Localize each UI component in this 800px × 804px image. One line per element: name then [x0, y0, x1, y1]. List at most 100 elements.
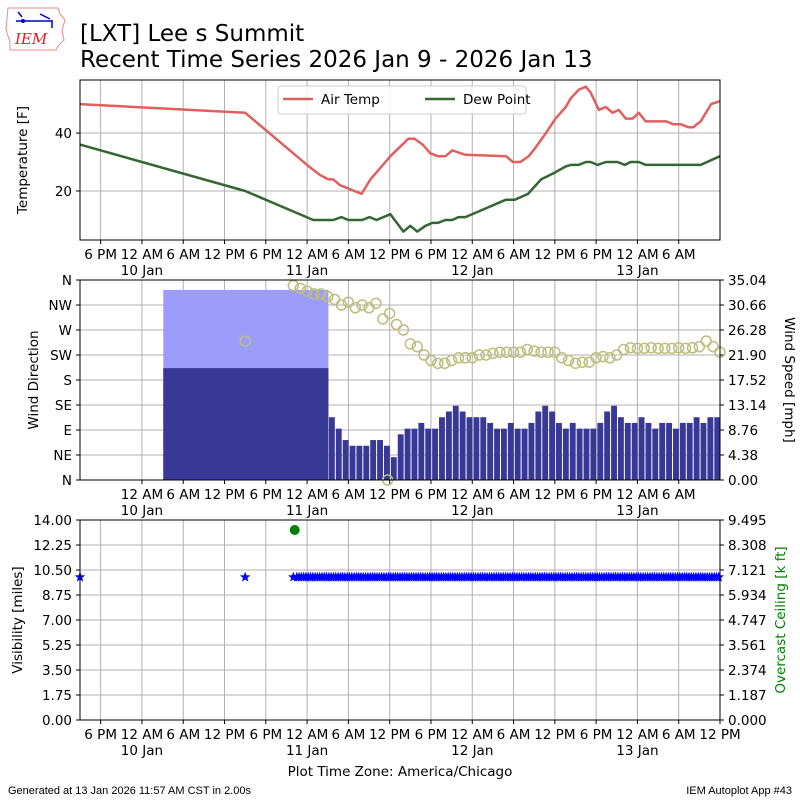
x-tick-label: 12 AM: [286, 487, 328, 503]
x-tick-label: 6 AM: [497, 727, 531, 743]
x-tick-label: 6 PM: [415, 247, 448, 263]
wind-direction-point: [287, 279, 300, 292]
wind-speed-bar: [645, 422, 652, 480]
y-tick-label: W: [59, 323, 72, 339]
legend-dew-point-label: Dew Point: [463, 92, 531, 108]
wind-direction-point: [507, 346, 520, 358]
visibility-point: [239, 571, 251, 582]
wind-direction-point: [500, 346, 513, 358]
y-right-tick-label: 7.121: [728, 563, 767, 579]
wind-direction-point: [542, 346, 554, 358]
logo-text: IEM: [14, 30, 48, 48]
wind-direction-point: [611, 349, 623, 361]
wind-direction-point: [576, 356, 589, 368]
x-tick-date-label: 13 Jan: [616, 263, 658, 279]
plot-frame: [79, 79, 721, 241]
wind-speed-bar: [659, 422, 666, 480]
x-tick-label: 6 PM: [415, 727, 448, 743]
wind-speed-bar: [514, 428, 521, 480]
wind-direction-point: [294, 282, 306, 295]
wind-speed-bar: [631, 422, 638, 480]
wind-direction-point: [239, 335, 251, 347]
wind-direction-point: [604, 352, 616, 364]
wind-speed-bar: [714, 417, 720, 480]
wind-speed-bar: [383, 445, 390, 480]
x-tick-date-label: 12 Jan: [451, 263, 493, 279]
y-tick-label: SW: [50, 348, 72, 364]
wind-direction-point: [487, 347, 499, 360]
y-tick-label: 3.50: [42, 663, 72, 679]
wind-speed-bar: [604, 411, 611, 480]
x-tick-date-label: 11 Jan: [286, 743, 328, 759]
y-right-axis-label: Overcast Ceiling [k ft]: [773, 546, 789, 693]
wind-direction-point: [370, 297, 382, 310]
visibility-point: [713, 571, 724, 582]
wind-speed-bar: [528, 422, 535, 480]
x-tick-label: 12 PM: [699, 727, 740, 743]
wind-direction-point: [404, 338, 417, 350]
y-right-tick-label: 17.52: [728, 373, 767, 389]
x-tick-label: 12 PM: [204, 727, 245, 743]
x-tick-label: 12 AM: [451, 727, 493, 743]
wind-speed-bar: [370, 440, 377, 480]
y-tick-label: SE: [55, 398, 72, 414]
wind-direction-point: [638, 342, 651, 355]
y-right-tick-label: 26.28: [728, 323, 767, 339]
x-tick-date-label: 11 Jan: [286, 503, 328, 519]
wind-speed-bar: [597, 422, 604, 480]
wind-direction-point: [356, 299, 368, 311]
wind-speed-bar: [542, 405, 549, 480]
wind-direction-point: [528, 345, 540, 357]
wind-direction-point: [672, 342, 685, 354]
y-tick-label: S: [63, 373, 72, 389]
ceiling-point: [289, 525, 300, 536]
wind-direction-point: [631, 342, 644, 355]
wind-direction-point: [390, 318, 403, 331]
x-tick-label: 6 AM: [497, 247, 531, 263]
wind-direction-point: [597, 350, 609, 363]
wind-direction-point: [397, 324, 410, 336]
x-tick-label: 12 AM: [451, 487, 493, 503]
x-tick-label: 6 AM: [332, 487, 366, 503]
y-right-tick-label: 4.747: [728, 613, 767, 629]
wind-direction-point: [480, 349, 492, 361]
wind-speed-bar: [652, 428, 659, 480]
x-tick-label: 12 AM: [286, 247, 328, 263]
y-right-tick-label: 8.76: [728, 423, 758, 439]
wind-speed-bar: [535, 411, 542, 480]
x-tick-label: 6 AM: [166, 727, 200, 743]
wind-direction-point: [349, 302, 362, 314]
wind-speed-bar: [556, 422, 562, 480]
dew-point-line: [79, 143, 721, 233]
wind-direction-point: [521, 343, 534, 356]
wind-speed-bar: [521, 428, 528, 480]
wind-direction-point: [707, 340, 719, 353]
wind-direction-point: [432, 357, 444, 370]
x-tick-label: 6 AM: [662, 247, 696, 263]
wind-speed-bar: [328, 417, 335, 480]
y-tick-label: 7.00: [42, 613, 72, 629]
wind-speed-bar: [432, 428, 439, 480]
wind-direction-point: [335, 299, 348, 311]
x-tick-label: 6 PM: [580, 727, 613, 743]
wind-speed-bar: [397, 434, 404, 480]
wind-direction-point: [555, 352, 568, 364]
y-axis-label: Temperature [F]: [15, 106, 31, 215]
wind-speed-bar: [549, 411, 556, 480]
plot-frame: [79, 519, 721, 721]
y-right-tick-label: 3.561: [728, 638, 767, 654]
wind-speed-bar: [617, 417, 624, 480]
y-right-tick-label: 21.90: [728, 348, 767, 364]
x-tick-date-label: 11 Jan: [286, 263, 328, 279]
chart-title-line2: Recent Time Series 2026 Jan 9 - 2026 Jan…: [80, 47, 592, 73]
wind-speed-bar: [507, 422, 514, 480]
wind-speed-bar: [500, 428, 507, 480]
wind-direction-point: [624, 342, 637, 354]
wind-speed-bar: [673, 428, 679, 480]
wind-direction-point: [652, 342, 664, 355]
wind-speed-bar: [693, 417, 700, 480]
x-tick-label: 12 PM: [204, 487, 245, 503]
x-tick-label: 12 PM: [369, 247, 410, 263]
x-tick-label: 6 AM: [332, 727, 366, 743]
